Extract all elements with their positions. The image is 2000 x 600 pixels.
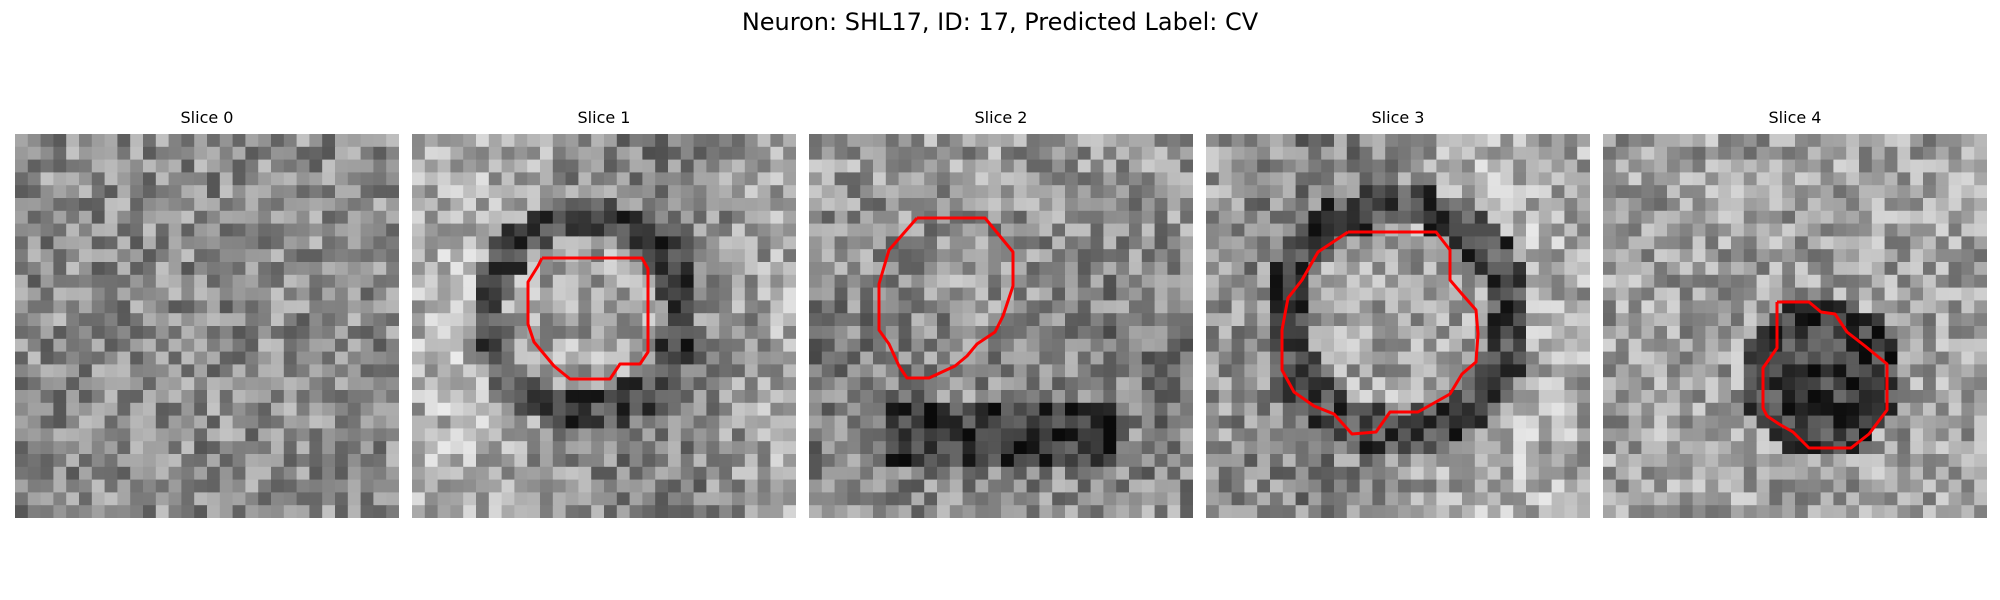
slice-panel-4: Slice 4 (1603, 108, 1987, 518)
slice-image-1 (412, 134, 796, 518)
slice-image-3 (1206, 134, 1590, 518)
slice-panel-3: Slice 3 (1206, 108, 1590, 518)
roi-contour (1761, 300, 1889, 450)
slice-title: Slice 3 (1371, 108, 1425, 127)
slice-title: Slice 1 (577, 108, 631, 127)
slice-image-4 (1603, 134, 1987, 518)
slice-title: Slice 0 (180, 108, 234, 127)
figure-title: Neuron: SHL17, ID: 17, Predicted Label: … (741, 8, 1259, 36)
slice-panel-2: Slice 2 (809, 108, 1193, 518)
roi-contour (526, 256, 650, 381)
roi-contour (877, 216, 1015, 380)
slice-title: Slice 2 (974, 108, 1028, 127)
slice-image-2 (809, 134, 1193, 518)
slice-panel-1: Slice 1 (412, 108, 796, 518)
slice-title: Slice 4 (1768, 108, 1822, 127)
slice-panel-0: Slice 0 (15, 108, 399, 518)
slice-image-0 (15, 134, 399, 518)
roi-contour (1280, 230, 1480, 436)
